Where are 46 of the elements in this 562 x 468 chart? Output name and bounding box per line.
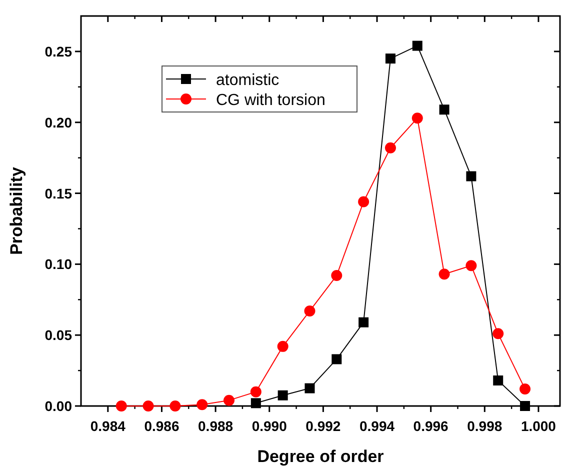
y-tick-label: 0.00: [44, 398, 72, 414]
y-axis-title: Probability: [7, 166, 26, 255]
x-tick-label: 0.986: [144, 418, 180, 434]
y-tick-label: 0.05: [44, 327, 72, 344]
legend-label: atomistic: [216, 72, 280, 89]
legend-label: CG with torsion: [216, 92, 326, 109]
point: [278, 390, 288, 400]
point: [466, 171, 476, 182]
point: [384, 142, 396, 154]
y-tick-label: 0.10: [44, 256, 72, 272]
point: [116, 400, 127, 412]
x-tick-label: 0.992: [306, 418, 341, 434]
x-tick-label: 0.988: [198, 418, 234, 434]
point: [439, 104, 450, 115]
point: [412, 112, 423, 124]
point: [304, 383, 315, 394]
point: [331, 270, 342, 282]
point: [412, 40, 422, 51]
x-tick-label: 0.990: [252, 418, 288, 434]
point: [358, 196, 370, 208]
x-tick-label: 1.000: [520, 418, 556, 434]
point: [332, 354, 342, 364]
point: [492, 328, 504, 340]
point: [224, 394, 235, 406]
y-tick-label: 0.20: [44, 114, 72, 130]
point: [438, 268, 450, 280]
point: [304, 305, 316, 316]
x-axis-title: Degree of order: [257, 447, 384, 466]
point: [493, 375, 504, 386]
point: [142, 400, 154, 412]
point: [520, 401, 530, 411]
x-tick-label: 0.984: [90, 418, 126, 434]
point: [250, 398, 261, 408]
x-tick-label: 0.998: [467, 418, 502, 434]
point: [277, 340, 288, 352]
point: [358, 317, 369, 328]
x-tick-label: 0.994: [359, 418, 395, 434]
y-tick-label: 0.15: [44, 185, 72, 202]
point: [170, 400, 181, 412]
point: [385, 54, 396, 64]
point: [466, 260, 477, 272]
point: [520, 383, 531, 394]
point: [250, 386, 262, 398]
point: [196, 399, 208, 410]
y-tick-label: 0.25: [44, 43, 72, 60]
x-tick-label: 0.996: [413, 418, 449, 434]
